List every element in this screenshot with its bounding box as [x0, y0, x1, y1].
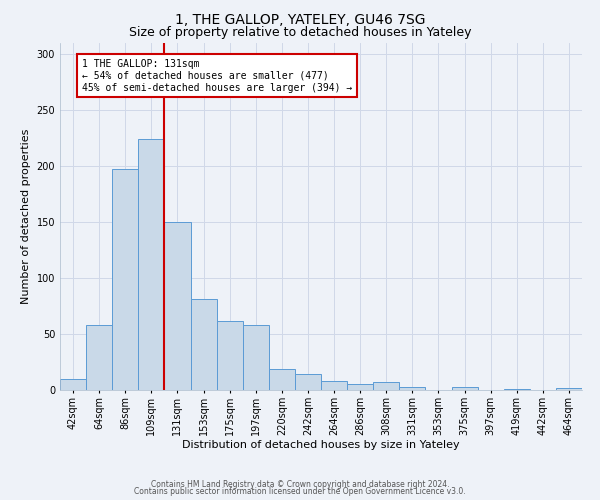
- Y-axis label: Number of detached properties: Number of detached properties: [21, 128, 31, 304]
- Text: 1, THE GALLOP, YATELEY, GU46 7SG: 1, THE GALLOP, YATELEY, GU46 7SG: [175, 12, 425, 26]
- Text: Size of property relative to detached houses in Yateley: Size of property relative to detached ho…: [129, 26, 471, 39]
- Bar: [556, 388, 582, 390]
- Bar: [504, 389, 530, 390]
- Text: Contains public sector information licensed under the Open Government Licence v3: Contains public sector information licen…: [134, 487, 466, 496]
- Bar: [164, 222, 191, 390]
- Bar: [139, 139, 164, 390]
- Bar: [452, 386, 478, 390]
- Bar: [347, 384, 373, 390]
- Bar: [191, 299, 217, 390]
- Bar: [60, 379, 86, 390]
- Text: Contains HM Land Registry data © Crown copyright and database right 2024.: Contains HM Land Registry data © Crown c…: [151, 480, 449, 489]
- Bar: [112, 169, 139, 390]
- Text: 1 THE GALLOP: 131sqm
← 54% of detached houses are smaller (477)
45% of semi-deta: 1 THE GALLOP: 131sqm ← 54% of detached h…: [82, 60, 352, 92]
- Bar: [400, 386, 425, 390]
- Bar: [217, 320, 243, 390]
- Bar: [86, 325, 112, 390]
- Bar: [321, 381, 347, 390]
- X-axis label: Distribution of detached houses by size in Yateley: Distribution of detached houses by size …: [182, 440, 460, 450]
- Bar: [295, 374, 321, 390]
- Bar: [269, 368, 295, 390]
- Bar: [373, 382, 400, 390]
- Bar: [242, 325, 269, 390]
